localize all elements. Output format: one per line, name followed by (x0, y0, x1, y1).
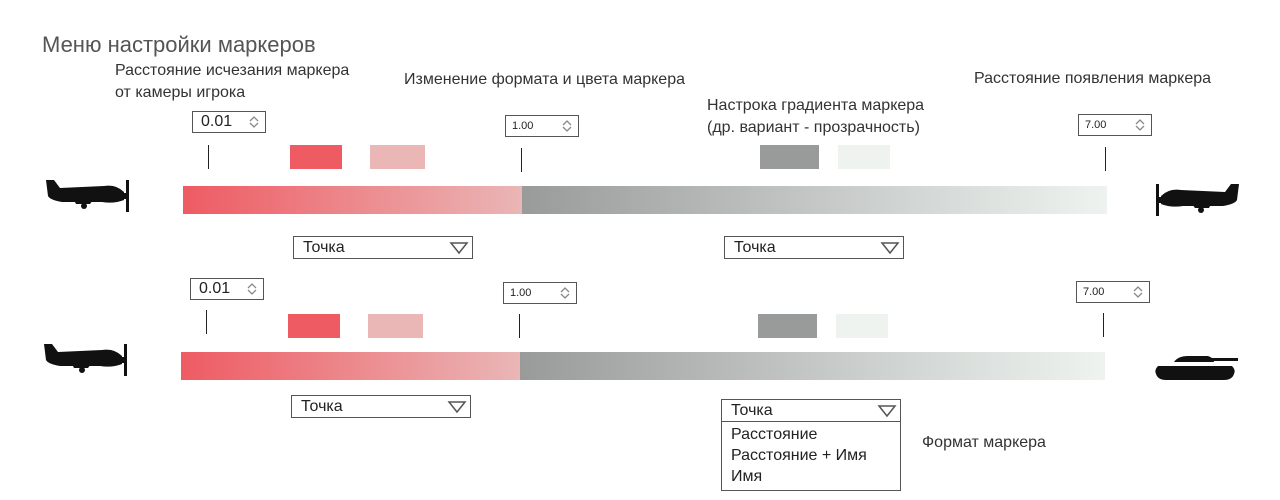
gradient-segment-far (520, 352, 1105, 380)
mid-tick (521, 148, 522, 172)
near-distance-value: 0.01 (201, 113, 233, 130)
note-gradient: Настрока градиента маркера (др. вариант … (707, 95, 924, 139)
near-distance-value: 0.01 (199, 280, 231, 297)
dropdown-option-distance-name[interactable]: Расстояние + Имя (731, 447, 867, 464)
spinner-arrows-icon[interactable] (246, 114, 262, 130)
mid-distance-spinner[interactable]: 1.00 (505, 115, 579, 137)
note-fade-line1: Расстояние исчезания маркера (115, 62, 350, 79)
gradient-segment-near (181, 352, 520, 380)
spinner-arrows-icon[interactable] (559, 118, 575, 134)
note-format-color: Изменение формата и цвета маркера (404, 71, 685, 88)
note-fade-line2: от камеры игрока (115, 84, 246, 101)
color-swatch-red-strong[interactable] (290, 145, 342, 169)
color-swatch-gray-dark[interactable] (760, 145, 819, 169)
mid-distance-value: 1.00 (512, 120, 534, 132)
near-distance-spinner[interactable]: 0.01 (190, 278, 264, 300)
color-swatch-red-light[interactable] (368, 314, 423, 338)
note-gradient-line2: (др. вариант - прозрачность) (707, 119, 920, 136)
color-swatch-red-light[interactable] (370, 145, 425, 169)
plane-icon (1156, 184, 1239, 216)
select-value: Точка (303, 238, 345, 256)
note-marker-format: Формат маркера (922, 434, 1046, 451)
far-distance-value: 7.00 (1083, 286, 1105, 298)
triangle-down-icon[interactable] (444, 400, 470, 414)
plane-icon (46, 180, 129, 212)
tank-icon (1155, 356, 1238, 380)
dropdown-option-distance[interactable]: Расстояние (731, 426, 818, 443)
dropdown-option-name[interactable]: Имя (731, 468, 763, 485)
gradient-segment-near (183, 186, 522, 214)
marker-format-select-near[interactable]: Точка (291, 395, 471, 418)
far-tick (1105, 147, 1106, 171)
gradient-segment-far (522, 186, 1107, 214)
spinner-arrows-icon[interactable] (244, 281, 260, 297)
spinner-arrows-icon[interactable] (1132, 117, 1148, 133)
triangle-down-icon[interactable] (446, 241, 472, 255)
near-distance-spinner[interactable]: 0.01 (192, 111, 266, 133)
mid-tick (519, 314, 520, 338)
color-swatch-gray-light[interactable] (838, 145, 890, 169)
plane-icon (44, 344, 127, 376)
marker-gradient-bar (181, 352, 1105, 380)
page-title: Меню настройки маркеров (42, 32, 316, 57)
color-swatch-gray-light[interactable] (836, 314, 888, 338)
select-value: Точка (301, 397, 343, 415)
note-gradient-line1: Настрока градиента маркера (707, 97, 925, 114)
select-value: Точка (734, 238, 776, 256)
color-swatch-gray-dark[interactable] (758, 314, 817, 338)
marker-format-select-far-open[interactable]: Точка (721, 399, 901, 422)
mid-distance-spinner[interactable]: 1.00 (503, 282, 577, 304)
note-fade-distance: Расстояние исчезания маркера от камеры и… (115, 60, 349, 104)
select-value: Точка (731, 401, 773, 419)
mid-distance-value: 1.00 (510, 287, 532, 299)
near-tick (208, 145, 209, 169)
color-swatch-red-strong[interactable] (288, 314, 340, 338)
note-appear-distance: Расстояние появления маркера (974, 70, 1212, 87)
spinner-arrows-icon[interactable] (1130, 284, 1146, 300)
far-distance-spinner[interactable]: 7.00 (1078, 114, 1152, 136)
far-distance-value: 7.00 (1085, 119, 1107, 131)
marker-gradient-bar (183, 186, 1107, 214)
marker-format-select-far[interactable]: Точка (724, 236, 904, 259)
triangle-down-icon[interactable] (877, 241, 903, 255)
marker-format-dropdown: Расстояние Расстояние + Имя Имя (721, 421, 901, 491)
far-tick (1103, 313, 1104, 337)
triangle-down-icon[interactable] (874, 404, 900, 418)
marker-format-select-near[interactable]: Точка (293, 236, 473, 259)
spinner-arrows-icon[interactable] (557, 285, 573, 301)
far-distance-spinner[interactable]: 7.00 (1076, 281, 1150, 303)
near-tick (206, 310, 207, 334)
